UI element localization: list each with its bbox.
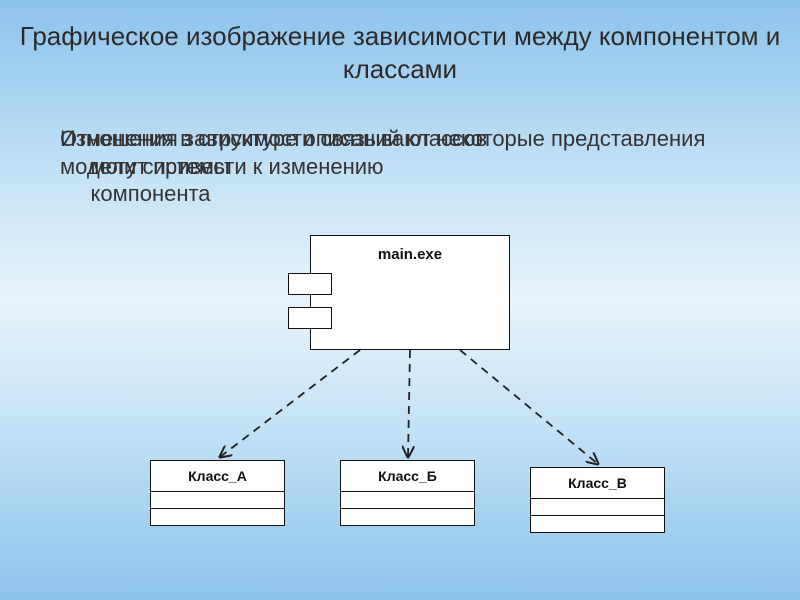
component-lug — [288, 273, 332, 295]
class-attr-compartment — [151, 492, 284, 509]
component-lug — [288, 307, 332, 329]
component-label: main.exe — [311, 246, 509, 263]
class-op-compartment — [341, 509, 474, 525]
page-title: Графическое изображение зависимости межд… — [0, 20, 800, 85]
class-name: Класс_А — [151, 461, 284, 492]
component-box: main.exe — [310, 235, 510, 350]
class-attr-compartment — [341, 492, 474, 509]
class-op-compartment — [151, 509, 284, 525]
class-attr-compartment — [531, 499, 664, 516]
class-name: Класс_Б — [341, 461, 474, 492]
class-box: Класс_В — [530, 467, 665, 533]
dependency-arrow — [408, 350, 410, 457]
dependency-arrow — [220, 350, 360, 457]
class-name: Класс_В — [531, 468, 664, 499]
class-op-compartment — [531, 516, 664, 532]
class-box: Класс_Б — [340, 460, 475, 526]
uml-diagram: main.exe Класс_А Класс_Б Класс_В — [130, 235, 690, 575]
class-box: Класс_А — [150, 460, 285, 526]
dependency-arrow — [460, 350, 598, 464]
subtext-front: Изменения в структуре описаний классов м… — [60, 125, 487, 208]
